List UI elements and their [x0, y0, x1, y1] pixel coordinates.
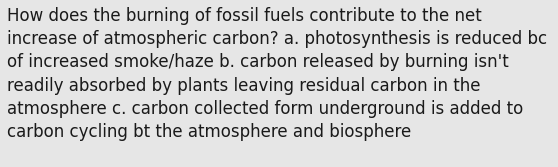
Text: How does the burning of fossil fuels contribute to the net
increase of atmospher: How does the burning of fossil fuels con…	[7, 7, 547, 141]
